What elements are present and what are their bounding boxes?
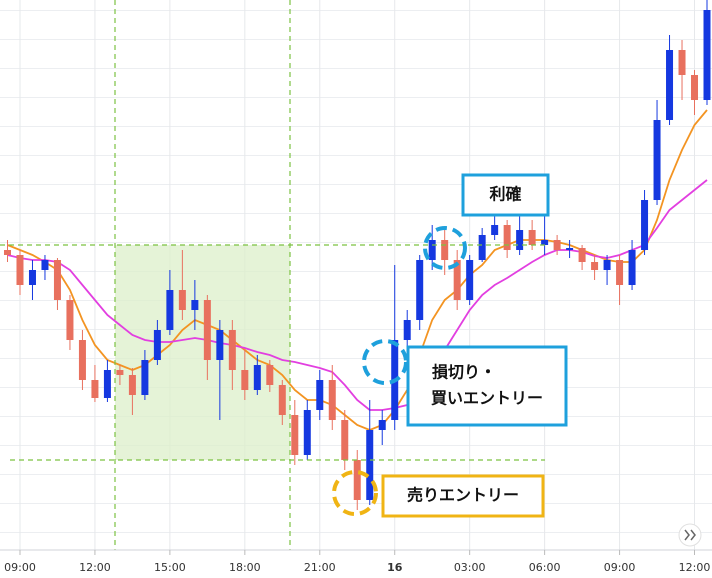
annotation-text: 買いエントリー <box>431 389 543 408</box>
candle-body <box>128 375 136 395</box>
plot <box>3 0 711 510</box>
candle-body <box>616 260 624 285</box>
candle-body <box>266 365 274 385</box>
candle-body <box>66 300 74 340</box>
candle-body <box>291 415 299 455</box>
candle-body <box>166 290 174 330</box>
x-tick-label: 12:00 <box>79 561 111 574</box>
candle-body <box>553 240 561 250</box>
candle-body <box>678 50 686 75</box>
candle-body <box>228 330 236 370</box>
annotation-box <box>406 345 568 427</box>
candle-body <box>666 50 674 120</box>
candle-body <box>378 420 386 430</box>
marker-circle <box>362 339 408 385</box>
scroll-button[interactable] <box>678 523 702 547</box>
candle-body <box>478 235 486 260</box>
candle-body <box>491 225 499 235</box>
markers <box>332 226 467 516</box>
moving-average <box>7 179 708 411</box>
x-tick-label: 09:00 <box>604 561 636 574</box>
candle-body <box>303 410 311 455</box>
candle-body <box>366 430 374 500</box>
x-tick-label: 15:00 <box>154 561 186 574</box>
scroll-button-bg[interactable] <box>678 523 702 547</box>
candle-body <box>3 250 11 255</box>
annotation-text: 利確 <box>489 185 521 204</box>
candle-body <box>16 255 24 285</box>
candle-body <box>28 270 36 285</box>
candle-body <box>141 360 149 395</box>
candle-body <box>328 380 336 420</box>
candle-body <box>416 260 424 320</box>
candle-body <box>453 260 461 300</box>
candle-body <box>628 250 636 285</box>
candle-body <box>603 260 611 270</box>
candle-body <box>178 290 186 310</box>
candle-body <box>466 260 474 300</box>
marker-circle <box>423 226 467 270</box>
candle-body <box>153 330 161 360</box>
candle-body <box>341 420 349 460</box>
candle-body <box>503 225 511 250</box>
x-tick-label: 06:00 <box>529 561 561 574</box>
guides <box>0 0 545 550</box>
x-tick-label: 03:00 <box>454 561 486 574</box>
candle-body <box>191 300 199 310</box>
candle-body <box>566 248 574 250</box>
candle-body <box>116 370 124 375</box>
scroll-icon[interactable] <box>684 529 696 541</box>
moving-average <box>7 109 708 431</box>
candle-body <box>53 260 61 300</box>
candle-body <box>253 365 261 390</box>
candle-body <box>278 385 286 415</box>
candle-body <box>353 460 361 500</box>
candle-body <box>428 240 436 260</box>
x-tick-label: 21:00 <box>304 561 336 574</box>
candle-body <box>541 240 549 245</box>
candle-body <box>203 300 211 360</box>
candle-body <box>103 370 111 398</box>
candle-body <box>241 370 249 390</box>
candle-body <box>578 248 586 262</box>
candle-body <box>591 262 599 270</box>
candle-body <box>403 320 411 340</box>
candle-body <box>41 260 49 270</box>
candle-body <box>441 240 449 260</box>
candle-body <box>653 120 661 200</box>
annotation-box <box>381 474 545 518</box>
annotation-text: 損切り・ <box>432 363 496 382</box>
candle-body <box>78 340 86 380</box>
candle-body <box>516 230 524 250</box>
x-tick-label: 12:00 <box>679 561 711 574</box>
range-box <box>115 245 290 460</box>
candle-body <box>91 380 99 398</box>
candle-body <box>641 200 649 250</box>
annotation-box <box>461 173 550 217</box>
annotation-text: 売りエントリー <box>407 486 519 505</box>
candle-body <box>691 75 699 100</box>
marker-circle <box>332 470 378 516</box>
x-tick-label: 16 <box>387 561 403 574</box>
x-tick-label: 18:00 <box>229 561 261 574</box>
candle-body <box>216 330 224 360</box>
candle-body <box>316 380 324 410</box>
x-axis-labels: 09:00 12:00 15:00 18:00 21:00 16 03:00 06:00 09:… <box>4 550 710 574</box>
candle-body <box>703 10 711 100</box>
candle-body <box>528 230 536 245</box>
x-tick-label: 09:00 <box>4 561 36 574</box>
